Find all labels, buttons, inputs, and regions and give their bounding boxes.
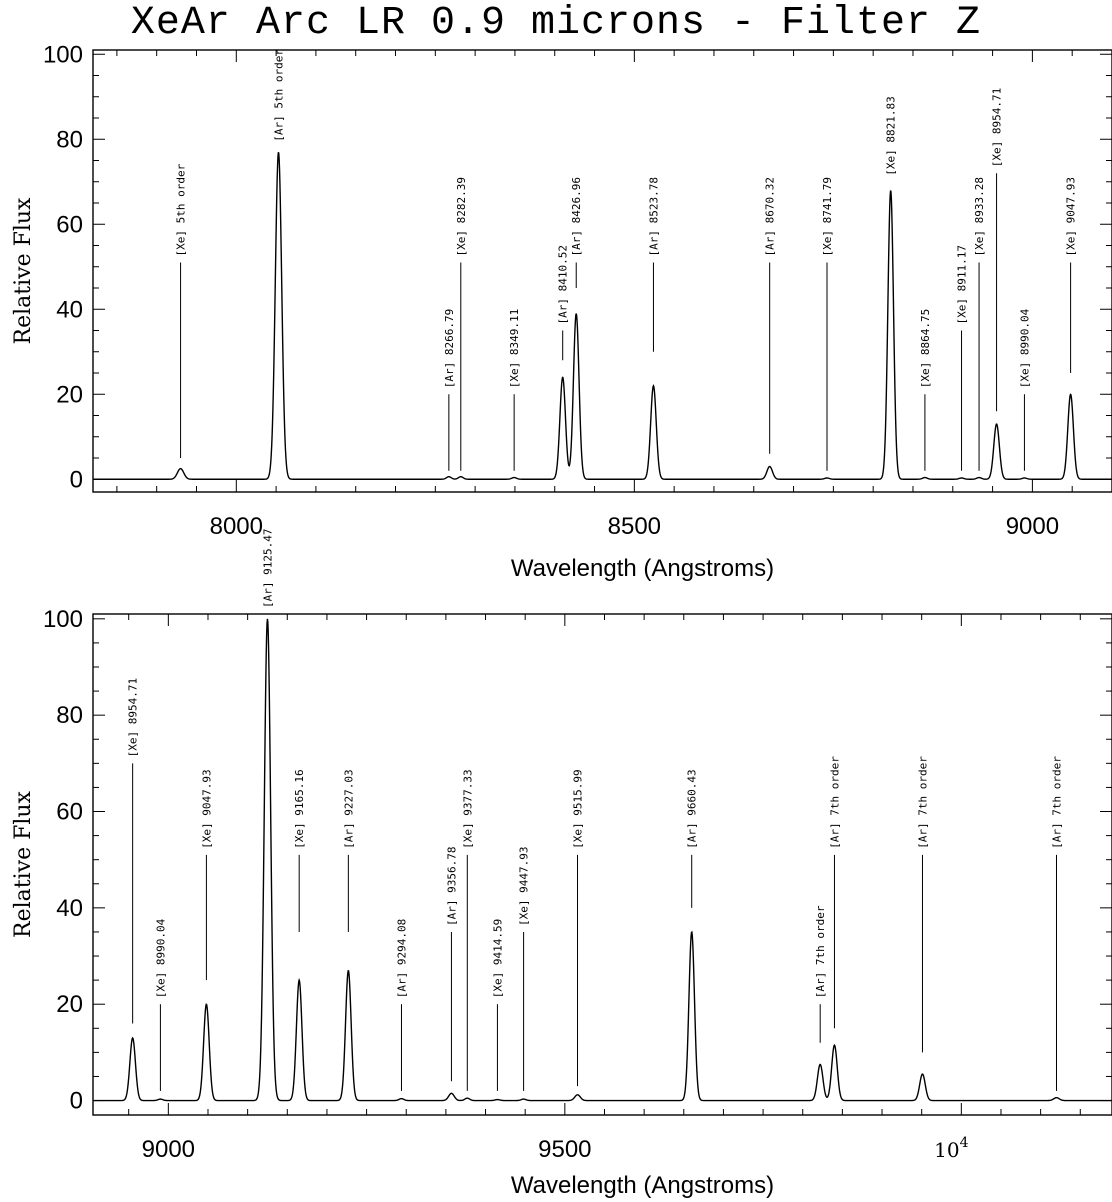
x-tick-label: 9500 [538, 1136, 591, 1163]
line-label: [Xe] 8349.11 [508, 309, 521, 388]
y-tick-label: 40 [56, 895, 83, 922]
line-label: [Ar] 8670.32 [764, 177, 777, 256]
line-label: [Xe] 8954.71 [127, 678, 140, 757]
line-label: [Ar] 9660.43 [686, 769, 699, 848]
line-label: [Xe] 8821.83 [885, 96, 898, 175]
x-tick-label: 9000 [1006, 513, 1059, 540]
line-label: [Ar] 7th order [916, 756, 929, 849]
line-label: [Xe] 8933.28 [973, 177, 986, 256]
line-label: [Ar] 9227.03 [342, 769, 355, 848]
line-label: [Ar] 9356.78 [445, 846, 458, 925]
x-tick-label: 9000 [142, 1136, 195, 1163]
y-tick-label: 100 [43, 606, 83, 633]
line-label: [Ar] 8410.52 [557, 245, 570, 324]
line-label: [Ar] 8523.78 [647, 177, 660, 256]
y-axis-label: Relative Flux [11, 197, 36, 345]
x-axis-label: Wavelength (Angstroms) [511, 555, 774, 582]
x-tick-label: 8000 [210, 513, 263, 540]
x-tick-label: 104 [934, 1135, 968, 1162]
line-label: [Ar] 9125.47 [261, 529, 274, 608]
x-axis-label: Wavelength (Angstroms) [511, 1172, 774, 1199]
y-tick-label: 60 [56, 211, 83, 238]
chart-panel-1: 0 20 40 60 80 100 8000 8500 9000 Wavelength (Angs… [11, 41, 1112, 582]
line-label: [Xe] 9165.16 [293, 769, 306, 848]
line-label: [Ar] 7th order [828, 756, 841, 849]
line-label: [Xe] 8990.04 [154, 918, 167, 998]
chart-panel-2: 0 20 40 60 80 100 9000 9500 104 Wavelength (Angst… [11, 529, 1112, 1199]
line-label: [Xe] 8954.71 [991, 88, 1004, 167]
plot-frame [92, 49, 1112, 493]
y-axis-label: Relative Flux [11, 790, 36, 938]
line-label: [Xe] 9377.33 [461, 769, 474, 848]
line-label: [Ar] 7th order [1050, 756, 1063, 849]
spectrum-line [93, 151, 1112, 480]
y-tick-label: 60 [56, 799, 83, 826]
line-label: [Ar] 8266.79 [443, 309, 456, 388]
line-label: [Xe] 9447.93 [518, 846, 531, 925]
line-label: [Xe] 8741.79 [821, 177, 834, 256]
y-tick-label: 100 [43, 41, 83, 68]
plot-frame [92, 613, 1112, 1116]
y-tick-label: 80 [56, 702, 83, 729]
line-label: [Xe] 9515.99 [572, 769, 585, 848]
y-tick-label: 40 [56, 296, 83, 323]
line-label: [Xe] 8864.75 [919, 309, 932, 388]
line-label: [Xe] 9047.93 [1065, 177, 1078, 256]
y-tick-label: 20 [56, 381, 83, 408]
chart-title: XeAr Arc LR 0.9 microns - Filter Z [130, 1, 982, 46]
line-label: [Xe] 9414.59 [491, 919, 504, 998]
y-tick-label: 0 [70, 466, 83, 493]
y-tick-label: 20 [56, 991, 83, 1018]
spectrum-line [93, 618, 1112, 1102]
y-tick-label: 80 [56, 126, 83, 153]
line-label: [Xe] 9047.93 [200, 769, 213, 848]
line-label: [Ar] 9294.08 [395, 919, 408, 998]
line-label: [Ar] 7th order [814, 905, 827, 998]
line-label: [Ar] 8426.96 [570, 177, 583, 256]
line-label: [Xe] 8990.04 [1018, 308, 1031, 388]
line-label: [Xe] 5th order [175, 163, 188, 256]
line-label: [Xe] 8911.17 [956, 245, 969, 324]
line-label: [Xe] 8282.39 [455, 177, 468, 256]
y-tick-label: 0 [70, 1088, 83, 1115]
line-label: [Ar] 5th order [272, 49, 285, 142]
x-tick-label: 8500 [608, 513, 661, 540]
